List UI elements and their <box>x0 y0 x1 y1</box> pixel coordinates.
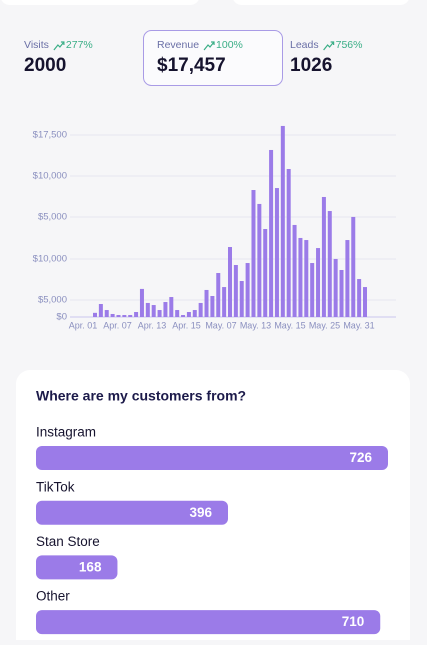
bar <box>298 237 303 317</box>
x-tick-label: May. 07 <box>205 320 236 330</box>
x-tick-label: May. 13 <box>240 320 271 330</box>
bar <box>186 312 191 317</box>
stat-change: 277% <box>66 39 93 51</box>
trend-icon <box>53 41 65 51</box>
stat-change: 100% <box>216 39 243 51</box>
source-label: Instagram <box>36 425 96 440</box>
bar <box>280 125 285 318</box>
bar <box>345 240 350 317</box>
bar <box>286 169 291 317</box>
x-tick-label: May. 31 <box>343 320 374 330</box>
stat-label: Revenue <box>157 39 199 51</box>
bar <box>145 302 150 317</box>
bar <box>233 265 238 317</box>
bar <box>333 258 338 317</box>
bar <box>210 295 215 317</box>
selected-card[interactable] <box>143 30 283 86</box>
stat-label: Leads <box>290 39 319 51</box>
source-value: 168 <box>79 559 102 574</box>
source-value: 396 <box>189 505 212 520</box>
stat-value: $17,457 <box>157 55 226 76</box>
y-tick-label: $5,000 <box>38 212 67 223</box>
bar <box>316 248 321 317</box>
x-tick-label: Apr. 07 <box>103 320 132 330</box>
x-tick-label: Apr. 13 <box>138 320 167 330</box>
bar <box>93 312 97 317</box>
trend-icon <box>323 41 335 51</box>
x-tick-label: Apr. 15 <box>172 320 201 330</box>
bar <box>134 312 139 317</box>
bar <box>363 287 367 317</box>
x-tick-label: Apr. 01 <box>69 320 98 330</box>
trend-icon <box>330 41 335 45</box>
source-bar <box>36 555 118 580</box>
bar <box>263 229 268 317</box>
bar <box>245 263 250 317</box>
bar <box>239 281 244 317</box>
source-bar <box>36 500 228 525</box>
bar <box>204 289 209 317</box>
bar <box>228 247 232 317</box>
source-label: Stan Store <box>36 534 100 549</box>
partial-card <box>233 0 409 5</box>
bar <box>274 188 279 317</box>
source-value: 710 <box>342 614 365 629</box>
y-tick-label: $0 <box>56 312 67 323</box>
source-label: TikTok <box>36 479 75 494</box>
source-label: Other <box>36 589 70 604</box>
y-tick-label: $10,000 <box>33 254 67 265</box>
bar <box>157 310 162 317</box>
bar <box>104 310 109 317</box>
bar <box>222 287 227 317</box>
bar <box>269 149 274 317</box>
bar <box>192 310 197 317</box>
source-bar <box>36 610 381 635</box>
bar <box>128 315 133 317</box>
bar <box>216 273 221 317</box>
bar <box>163 302 168 317</box>
stat-change: 756% <box>336 39 363 51</box>
y-tick-label: $5,000 <box>38 295 67 306</box>
bar <box>310 263 315 317</box>
x-tick-label: May. 25 <box>309 320 340 330</box>
bar <box>139 288 144 317</box>
bar <box>98 304 103 317</box>
bar <box>257 203 262 317</box>
stat-value: 2000 <box>24 55 66 76</box>
bar <box>181 315 186 317</box>
bar <box>122 315 127 317</box>
bar <box>357 279 362 317</box>
trend-icon <box>60 41 65 45</box>
bar <box>175 310 180 317</box>
bar <box>327 211 332 317</box>
trend-icon <box>211 41 215 45</box>
bar <box>251 190 256 317</box>
bar <box>351 216 356 317</box>
source-value: 726 <box>349 450 372 465</box>
bar <box>321 196 326 317</box>
bar <box>151 305 156 317</box>
bar <box>169 297 174 317</box>
trend-icon <box>203 41 215 51</box>
source-bar <box>36 446 388 470</box>
bar <box>292 224 297 317</box>
bar <box>339 269 344 317</box>
bar <box>116 315 121 317</box>
y-tick-label: $17,500 <box>33 130 67 141</box>
stat-label: Visits <box>24 39 49 51</box>
bar <box>304 240 309 317</box>
stat-value: 1026 <box>290 55 332 76</box>
x-tick-label: May. 15 <box>274 320 305 330</box>
bar <box>110 313 115 317</box>
partial-card <box>1 0 199 5</box>
y-tick-label: $10,000 <box>33 171 67 182</box>
section-title: Where are my customers from? <box>36 388 246 404</box>
bar <box>198 302 203 317</box>
